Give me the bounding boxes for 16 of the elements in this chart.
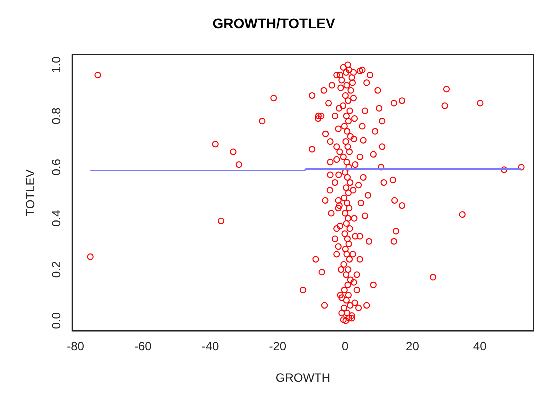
x-tick-label: -40 [202,340,220,354]
y-tick-label: 1.0 [50,56,64,74]
y-tick-label: 0.2 [50,261,64,278]
x-tick-label: -60 [134,340,152,354]
y-axis-title: TOTLEV [24,170,38,216]
x-tick-label: -20 [269,340,287,354]
x-tick-label: 0 [342,340,349,354]
x-tick-label: 40 [473,340,488,354]
y-tick-label: 0.0 [50,312,64,330]
x-axis-title: GROWTH [276,371,331,386]
x-tick-label: 20 [406,340,420,354]
y-tick-label: 0.8 [50,108,64,125]
x-tick-label: -80 [67,340,85,354]
chart-title: GROWTH/TOTLEV [212,15,336,32]
y-tick-label: 0.4 [50,210,64,227]
y-tick-label: 0.6 [50,158,64,176]
